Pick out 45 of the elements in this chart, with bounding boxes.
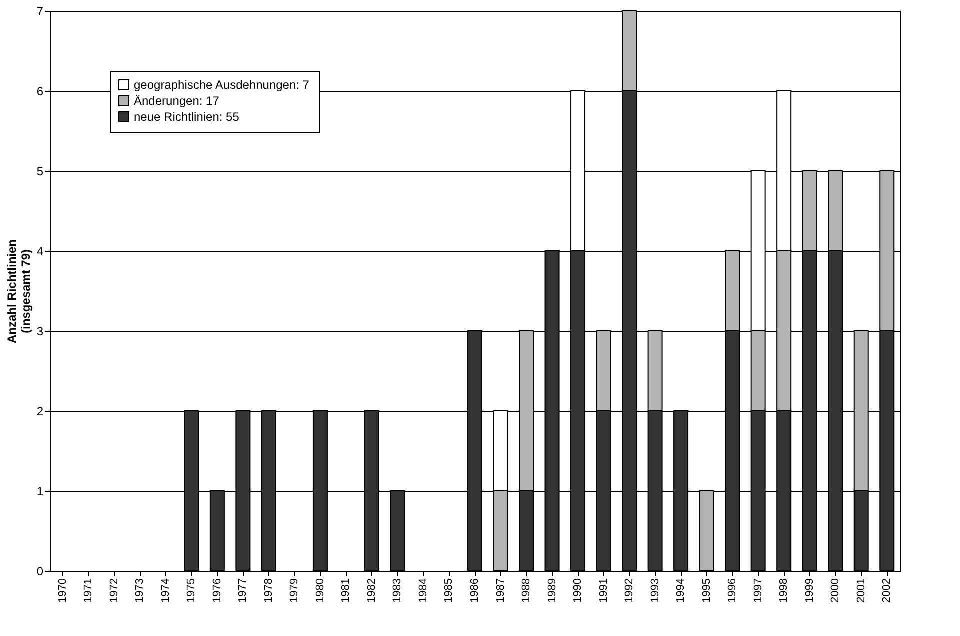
x-tick-label: 1995 [700, 578, 713, 603]
y-tick-label: 6 [36, 84, 44, 98]
x-tick-label: 1990 [572, 578, 584, 603]
x-tick-label: 1975 [186, 578, 198, 603]
x-tick-label: 1997 [752, 578, 764, 603]
x-tick-label: 1974 [160, 578, 172, 603]
x-tick-label: 1982 [366, 578, 378, 603]
legend-label: Änderungen: 17 [134, 94, 220, 108]
y-tick-label: 3 [36, 324, 44, 338]
y-tick-label: 5 [36, 164, 44, 178]
x-tick-label: 1987 [494, 578, 507, 603]
y-tick-label: 1 [36, 484, 44, 498]
x-tick-label: 1992 [624, 578, 636, 603]
x-tick-label: 1993 [649, 578, 662, 603]
x-tick-label: 1983 [392, 578, 404, 603]
x-tick-label: 1981 [340, 578, 352, 603]
x-tick-label: 2000 [830, 578, 842, 603]
x-tick-label: 1980 [314, 578, 326, 603]
x-tick-label: 1994 [675, 578, 688, 603]
x-tick-label: 1979 [288, 578, 301, 603]
x-tick-label: 1971 [82, 578, 95, 603]
x-tick-label: 2002 [881, 578, 894, 603]
x-tick-label: 1984 [417, 578, 430, 603]
x-tick-label: 1973 [134, 578, 146, 603]
x-tick-label: 1972 [108, 578, 120, 603]
x-tick-label: 1977 [237, 578, 250, 603]
y-tick-label: 0 [36, 564, 44, 578]
x-tick-label: 1978 [262, 578, 275, 603]
x-tick-label: 1988 [520, 578, 533, 603]
y-tick-label: 2 [36, 404, 44, 418]
y-tick-label: 7 [36, 4, 44, 18]
x-tick-label: 2001 [855, 578, 868, 603]
x-tick-label: 1985 [443, 578, 456, 603]
x-tick-label: 1998 [778, 578, 790, 603]
legend-label: neue Richtlinien: 55 [134, 110, 240, 124]
x-tick-label: 1989 [546, 578, 558, 603]
x-tick-label: 1996 [726, 578, 739, 603]
x-tick-label: 1970 [56, 578, 69, 603]
legend-label: geographische Ausdehnungen: 7 [134, 78, 310, 92]
x-tick-label: 1991 [598, 578, 610, 603]
y-tick-label: 4 [36, 244, 44, 258]
x-tick-label: 1999 [804, 578, 816, 603]
y-axis-title: Anzahl Richtlinien (insgesamt 79) [4, 239, 33, 344]
x-tick-label: 1986 [469, 578, 481, 603]
x-tick-label: 1976 [211, 578, 224, 603]
